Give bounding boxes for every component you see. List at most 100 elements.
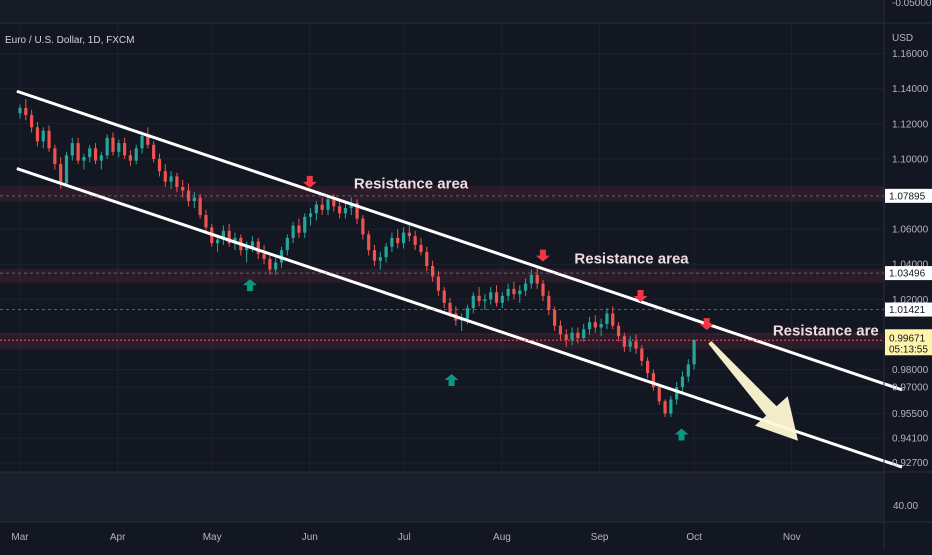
currency-label: USD [892,33,913,44]
resistance-zone [0,332,884,350]
candle-body [605,313,609,324]
candle-body [622,336,626,347]
candle-body [291,225,295,238]
candle-body [489,292,493,300]
price-level-tag [885,266,932,281]
candle-body [215,239,220,244]
resistance-zone [0,268,884,283]
time-tick-label: Aug [493,532,511,543]
candle-body [419,244,423,252]
chart-title: Euro / U.S. Dollar, 1D, FXCM [5,35,134,46]
candle-body [401,232,406,244]
candle-body [378,257,382,261]
candle-body [140,136,144,149]
time-tick-label: Apr [110,532,126,543]
channel-upper-line [16,89,903,392]
candle-body [314,204,318,214]
candle-body [442,290,446,303]
price-tick-label: 1.06000 [892,225,929,236]
candle-body [506,288,510,296]
annotation-label: Resistance are [773,322,879,339]
top-price-label: -0.05000 [892,0,932,9]
candle-body [93,148,98,161]
price-tick-label: 0.98000 [892,365,929,376]
candle-body [384,246,388,258]
candle-body [634,341,638,349]
forecast-arrow[interactable] [708,341,799,441]
candle-body [616,325,621,337]
arrow-up-icon [444,374,459,387]
candle-body [640,348,644,361]
price-level-value: 1.07895 [889,191,926,202]
candle-body [64,155,69,184]
channel-lower-line [16,167,903,469]
last-price-value: 0.99671 [889,333,926,344]
candle-body [338,206,342,214]
candle-body [105,137,109,156]
arrow-down-icon [302,175,317,188]
candle-body [268,258,272,270]
candle-body [436,276,441,291]
price-tick-label: 1.04000 [892,260,929,271]
time-axis[interactable]: Mar Apr May Jun Jul Aug Sep Oct Nov [11,532,800,543]
price-level-value: 1.01421 [889,305,926,316]
arrow-up-icon [242,279,257,292]
price-level-tag [885,188,932,203]
candle-body [367,234,371,251]
candle-body [448,302,452,314]
candle-body [483,299,487,302]
price-tick-label: 0.97000 [892,383,929,394]
candle-body [372,250,377,261]
candle-body [163,171,167,182]
candle-body [529,274,533,284]
candle-body [669,399,673,414]
candle-body [430,266,435,277]
candle-body [320,204,324,210]
candle-body [152,144,156,159]
candle-body [204,215,208,228]
candle-body [646,360,650,374]
resistance-zone [0,186,884,202]
candle-body [535,274,539,284]
candle-body [500,295,504,303]
candle-body [274,262,278,270]
candle-body [221,230,225,240]
candle-body [413,236,417,245]
candle-body [18,107,22,114]
price-tick-label: 1.16000 [892,49,929,60]
price-tick-label: 1.14000 [892,84,929,95]
candle-body [471,295,475,309]
candle-body [99,155,103,161]
candle-body [41,130,45,142]
price-tick-label: 1.02000 [892,295,929,306]
candle-body [343,208,348,214]
candle-body [326,199,330,210]
candle-body [663,401,667,414]
candle-body [582,329,586,339]
candle-body [675,387,679,400]
candle-body [47,130,51,149]
candle-body [692,339,696,365]
price-level-tag [885,302,932,317]
candle-body [628,341,632,347]
candle-body [593,322,597,328]
trend-channel[interactable] [16,89,903,469]
price-tick-label: 1.12000 [892,119,929,130]
candle-body [175,176,179,187]
arrow-down-icon [535,249,550,262]
candle-body [651,373,656,388]
candle-body [587,322,592,330]
candle-body [494,292,499,303]
candle-body [146,136,150,145]
price-tick-label: 0.92700 [892,458,929,469]
candle-body [564,334,568,340]
price-tick-label: 1.10000 [892,154,929,165]
time-tick-label: Nov [783,532,801,543]
forecast-arrow-shape [708,341,799,441]
price-level-value: 1.03496 [889,269,926,280]
candle-body [262,253,266,259]
candle-body [465,308,470,319]
